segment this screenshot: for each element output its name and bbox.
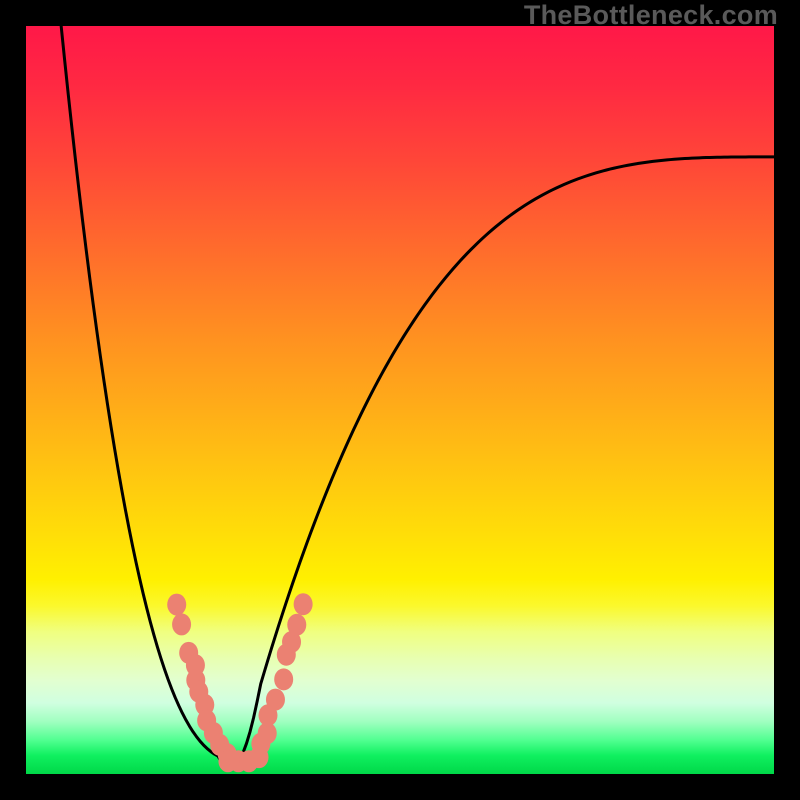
data-marker	[287, 614, 306, 636]
watermark-text: TheBottleneck.com	[524, 0, 778, 31]
data-marker	[172, 613, 191, 635]
data-marker	[294, 593, 313, 615]
chart-frame: TheBottleneck.com	[0, 0, 800, 800]
data-marker	[167, 594, 186, 616]
plot-background	[26, 26, 774, 774]
data-marker	[274, 668, 293, 690]
data-marker	[266, 689, 285, 711]
bottleneck-chart	[0, 0, 800, 800]
